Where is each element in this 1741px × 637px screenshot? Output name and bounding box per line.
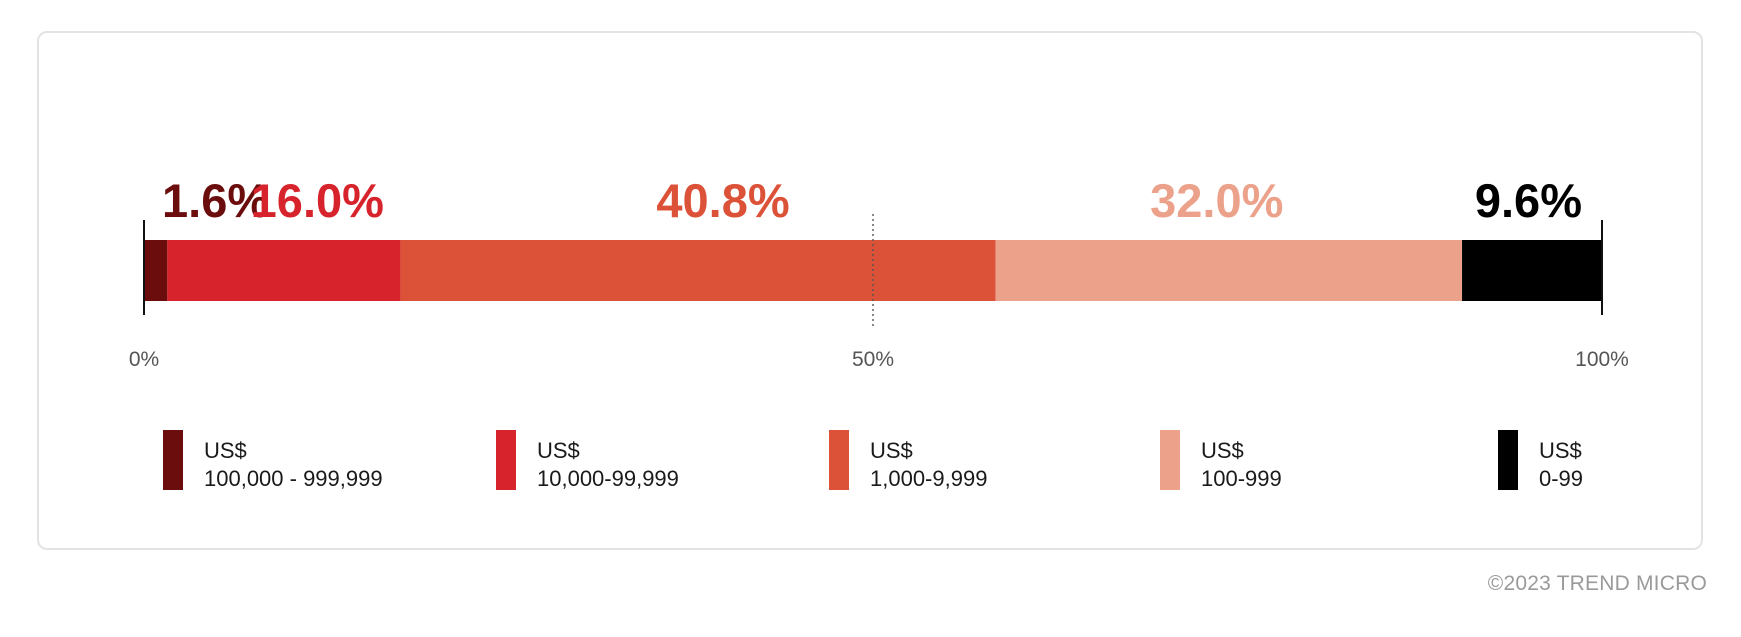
legend-label-line1: US$ [1539, 438, 1582, 463]
legend-label-line2: 1,000-9,999 [870, 466, 988, 491]
bar-segment-1 [144, 240, 168, 301]
legend-label-line2: 0-99 [1539, 466, 1584, 491]
axis-group [143, 214, 1603, 328]
value-label-3: 40.8% [656, 174, 789, 227]
legend-label-5: US$ 0-99 [1539, 437, 1583, 493]
tick-label-2: 50% [852, 348, 894, 371]
legend-label-3: US$ 1,000-9,999 [870, 437, 987, 493]
legend-label-line2: 100-999 [1201, 466, 1282, 491]
legend-label-line2: 100,000 - 999,999 [204, 466, 383, 491]
value-label-4: 32.0% [1150, 174, 1283, 227]
value-label-group: 1.6%16.0% 40.8% 32.0% 9.6% [162, 174, 1582, 227]
tick-label-1: 0% [129, 348, 159, 371]
legend-label-2: US$ 10,000-99,999 [537, 437, 679, 493]
legend-label-4: US$ 100-999 [1201, 437, 1282, 493]
legend-swatch-5 [1498, 430, 1518, 490]
legend-label-1: US$ 100,000 - 999,999 [204, 437, 383, 493]
value-label-5: 9.6% [1475, 174, 1582, 227]
copyright-text: ©2023 TREND MICRO [1487, 572, 1707, 595]
bar-segment-4 [995, 240, 1463, 301]
legend-label-line1: US$ [537, 438, 580, 463]
tick-label-group: 0% 50% 100% [129, 348, 1629, 371]
legend-swatch-1 [163, 430, 183, 490]
value-label-1: 1.6% [162, 174, 269, 227]
tick-label-3: 100% [1575, 348, 1629, 371]
value-label-2: 16.0% [251, 174, 384, 227]
bar-segment-5 [1462, 240, 1602, 301]
bar-group [144, 240, 1602, 301]
legend-label-line1: US$ [204, 438, 247, 463]
legend-label-line1: US$ [1201, 438, 1244, 463]
legend-swatch-2 [496, 430, 516, 490]
legend-label-line1: US$ [870, 438, 913, 463]
legend-swatch-4 [1160, 430, 1180, 490]
legend-label-line2: 10,000-99,999 [537, 466, 679, 491]
legend-swatch-3 [829, 430, 849, 490]
bar-segment-2 [167, 240, 401, 301]
bar-segment-3 [400, 240, 996, 301]
